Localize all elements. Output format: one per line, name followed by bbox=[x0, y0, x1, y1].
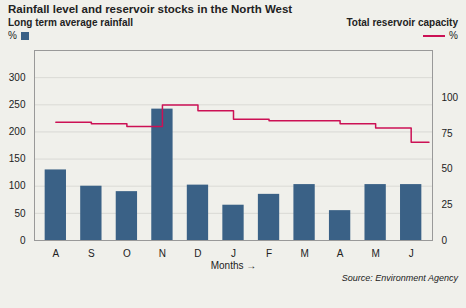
svg-text:J: J bbox=[231, 248, 236, 259]
svg-text:300: 300 bbox=[9, 72, 26, 83]
svg-text:50: 50 bbox=[442, 163, 454, 174]
svg-text:100: 100 bbox=[9, 180, 26, 191]
svg-text:N: N bbox=[159, 248, 166, 259]
svg-text:F: F bbox=[266, 248, 272, 259]
svg-text:150: 150 bbox=[9, 153, 26, 164]
svg-text:0: 0 bbox=[442, 235, 448, 246]
html-text:Long term average rainfall: Long term average rainfall bbox=[8, 17, 133, 28]
svg-text:100: 100 bbox=[442, 92, 459, 103]
html-text:Rainfall level and reservoir s: Rainfall level and reservoir stocks in t… bbox=[8, 3, 293, 15]
svg-text:O: O bbox=[123, 248, 131, 259]
svg-text:D: D bbox=[194, 248, 201, 259]
svg-text:A: A bbox=[52, 248, 59, 259]
html-text:Total reservoir capacity: Total reservoir capacity bbox=[346, 17, 458, 28]
svg-text:0: 0 bbox=[20, 235, 26, 246]
svg-text:250: 250 bbox=[9, 99, 26, 110]
html-text:Source: Environment Agency: Source: Environment Agency bbox=[341, 273, 458, 283]
svg-text:25: 25 bbox=[442, 199, 454, 210]
svg-text:50: 50 bbox=[14, 208, 26, 219]
svg-text:M: M bbox=[300, 248, 308, 259]
svg-text:200: 200 bbox=[9, 126, 26, 137]
svg-text:M: M bbox=[371, 248, 379, 259]
svg-text:S: S bbox=[88, 248, 95, 259]
svg-text:J: J bbox=[409, 248, 414, 259]
svg-text:A: A bbox=[337, 248, 344, 259]
svg-text:Months →: Months → bbox=[211, 260, 257, 271]
svg-text:75: 75 bbox=[442, 128, 454, 139]
